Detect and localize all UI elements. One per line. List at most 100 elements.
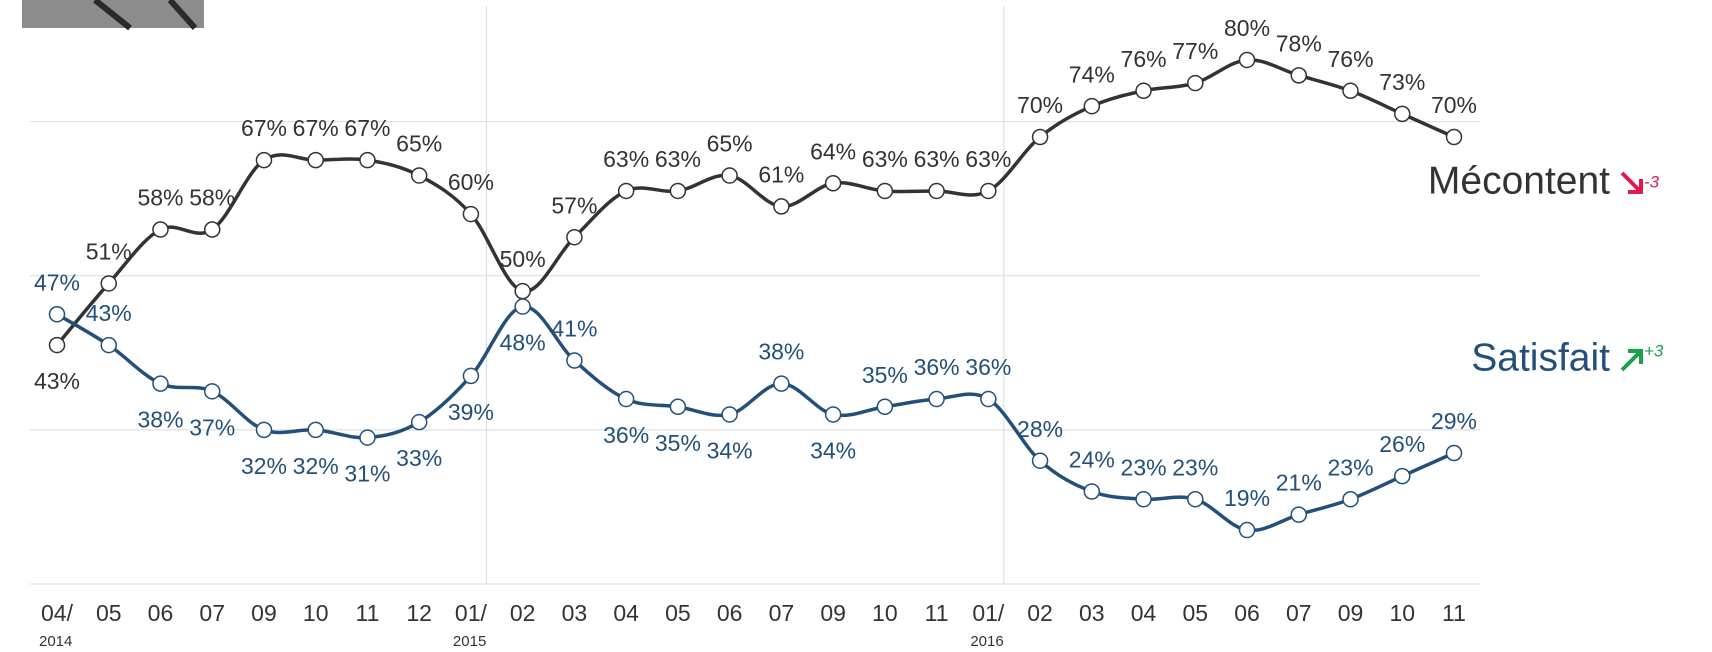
x-tick-label: 07 [1286, 600, 1312, 626]
data-point [1343, 83, 1358, 98]
data-label: 57% [551, 192, 597, 218]
data-label: 23% [1327, 454, 1373, 480]
data-point [722, 168, 737, 183]
x-tick-label: 10 [303, 600, 329, 626]
year-label: 2015 [453, 633, 486, 650]
data-label: 48% [500, 330, 546, 356]
x-tick-label: 06 [717, 600, 743, 626]
data-label: 19% [1224, 485, 1270, 511]
data-point [567, 353, 582, 368]
data-label: 63% [603, 146, 649, 172]
data-point [1240, 523, 1255, 538]
data-point [877, 183, 892, 198]
x-tick-label: 02 [1027, 600, 1053, 626]
data-point [1447, 445, 1462, 460]
data-label: 47% [34, 269, 80, 295]
data-point [412, 168, 427, 183]
x-tick-label: 09 [1338, 600, 1364, 626]
data-point [463, 368, 478, 383]
data-point [256, 422, 271, 437]
data-label: 80% [1224, 15, 1270, 41]
data-point [670, 183, 685, 198]
data-label: 36% [914, 354, 960, 380]
data-label: 63% [655, 146, 701, 172]
data-label: 73% [1379, 69, 1425, 95]
data-label: 36% [965, 354, 1011, 380]
data-label: 29% [1431, 408, 1477, 434]
data-label: 77% [1172, 38, 1218, 64]
x-tick-label: 05 [665, 600, 691, 626]
data-label: 67% [293, 115, 339, 141]
data-label: 36% [603, 422, 649, 448]
data-point [412, 415, 427, 430]
data-label: 74% [1069, 61, 1115, 87]
data-point [153, 376, 168, 391]
change-arrow [1622, 173, 1641, 192]
x-tick-label: 05 [96, 600, 122, 626]
data-label: 37% [189, 414, 235, 440]
data-point [929, 392, 944, 407]
data-point [826, 176, 841, 191]
data-point [101, 276, 116, 291]
data-label: 50% [500, 246, 546, 272]
data-point [1343, 492, 1358, 507]
data-label: 24% [1069, 447, 1115, 473]
data-label: 35% [862, 362, 908, 388]
data-label: 43% [34, 368, 80, 394]
data-label: 31% [344, 461, 390, 487]
series-line [57, 60, 1454, 345]
data-label: 51% [86, 239, 132, 265]
data-point [1033, 130, 1048, 145]
data-point [360, 153, 375, 168]
x-tick-label: 11 [925, 600, 949, 626]
chart: 20142015201604/0506070910111201/02030405… [0, 0, 1712, 652]
x-tick-label: 12 [406, 600, 432, 626]
data-label: 58% [189, 185, 235, 211]
data-point [826, 407, 841, 422]
data-label: 34% [810, 438, 856, 464]
data-point [101, 338, 116, 353]
data-label: 43% [86, 300, 132, 326]
data-point [877, 399, 892, 414]
data-point [619, 183, 634, 198]
data-point [256, 153, 271, 168]
change-arrow [1622, 351, 1641, 370]
data-point [308, 153, 323, 168]
data-point [205, 384, 220, 399]
data-label: 23% [1121, 454, 1167, 480]
x-tick-label: 03 [1079, 600, 1105, 626]
x-tick-label: 10 [1389, 600, 1415, 626]
x-tick-label: 01/ [455, 600, 488, 626]
data-label: 67% [344, 115, 390, 141]
data-label: 35% [655, 430, 701, 456]
data-point [1084, 484, 1099, 499]
x-tick-label: 09 [251, 600, 277, 626]
data-point [619, 392, 634, 407]
x-tick-label: 07 [199, 600, 225, 626]
data-point [929, 183, 944, 198]
x-tick-label: 04 [613, 600, 639, 626]
data-point [981, 392, 996, 407]
year-label: 2016 [970, 633, 1003, 650]
data-label: 76% [1327, 46, 1373, 72]
x-tick-label: 04 [1131, 600, 1157, 626]
year-label: 2014 [39, 633, 72, 650]
data-label: 63% [862, 146, 908, 172]
change-label: -3 [1644, 172, 1660, 191]
data-point [205, 222, 220, 237]
data-label: 32% [241, 453, 287, 479]
x-tick-label: 11 [1442, 600, 1466, 626]
data-point [50, 338, 65, 353]
data-label: 65% [396, 131, 442, 157]
x-tick-label: 01/ [972, 600, 1005, 626]
data-point [50, 307, 65, 322]
data-label: 34% [707, 438, 753, 464]
data-point [774, 199, 789, 214]
data-label: 64% [810, 138, 856, 164]
data-point [774, 376, 789, 391]
data-point [515, 299, 530, 314]
x-tick-label: 09 [820, 600, 846, 626]
data-point [360, 430, 375, 445]
x-tick-label: 11 [355, 600, 379, 626]
data-label: 32% [293, 453, 339, 479]
